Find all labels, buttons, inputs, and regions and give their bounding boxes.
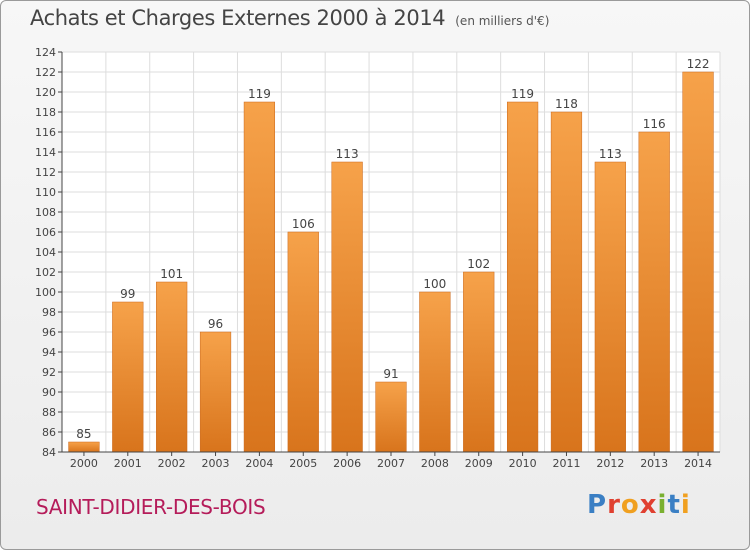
y-tick-label: 124 [35,46,56,59]
bar [243,101,276,453]
bar-value-label: 113 [336,147,359,161]
bar-value-label: 101 [160,267,183,281]
chart-title-block: Achats et Charges Externes 2000 à 2014 (e… [30,6,549,30]
y-tick-label: 112 [35,166,56,179]
x-tick-label: 2009 [465,457,493,470]
bar [68,441,100,453]
chart-title: Achats et Charges Externes 2000 à 2014 [30,6,446,30]
x-tick-label: 2007 [377,457,405,470]
y-tick-label: 90 [42,386,56,399]
x-tick-label: 2011 [552,457,580,470]
y-tick-label: 120 [35,86,56,99]
y-tick-label: 100 [35,286,56,299]
y-tick-label: 96 [42,326,56,339]
x-tick-label: 2008 [421,457,449,470]
y-tick-label: 84 [42,446,56,459]
bar [682,71,714,453]
chart-unit: (en milliers d'€) [455,14,550,28]
bar-value-label: 119 [248,87,271,101]
x-tick-label: 2010 [509,457,537,470]
bar-value-label: 119 [511,87,534,101]
bar [331,161,363,453]
bar-value-label: 85 [76,427,91,441]
bar [506,101,539,453]
bar [419,291,451,453]
y-tick-label: 86 [42,426,56,439]
x-tick-label: 2012 [596,457,624,470]
y-tick-label: 116 [35,126,56,139]
x-tick-label: 2014 [684,457,712,470]
bar-value-label: 99 [120,287,135,301]
x-tick-label: 2001 [114,457,142,470]
y-tick-label: 102 [35,266,56,279]
bar-value-label: 102 [467,257,490,271]
bar-layer: 85 99 101 96 119 106 113 91 100 102 119 118 113 116 12… [68,57,714,453]
bar-value-label: 100 [423,277,446,291]
y-tick-label: 106 [35,226,56,239]
y-tick-label: 114 [35,146,56,159]
bar-value-label: 106 [292,217,315,231]
y-tick-label: 88 [42,406,56,419]
bar [156,281,188,453]
bar-value-label: 118 [555,97,578,111]
y-tick-label: 122 [35,66,56,79]
bar [375,381,407,453]
bar-value-label: 116 [643,117,666,131]
x-tick-label: 2013 [640,457,668,470]
bar-value-label: 113 [599,147,622,161]
bar [287,231,319,453]
axis-layer: 84 86 88 90 92 94 96 98 100 102 104 106 108 110 112 114… [35,46,720,470]
y-tick-label: 104 [35,246,56,259]
bar-value-label: 91 [383,367,398,381]
y-tick-label: 92 [42,366,56,379]
bar [112,301,144,453]
x-tick-label: 2005 [289,457,317,470]
y-tick-label: 118 [35,106,56,119]
x-tick-label: 2003 [202,457,230,470]
bar-value-label: 122 [687,57,710,71]
y-tick-label: 98 [42,306,56,319]
bar [638,131,670,453]
commune-name: SAINT-DIDIER-DES-BOIS [36,495,266,519]
x-tick-label: 2006 [333,457,361,470]
x-tick-label: 2002 [158,457,186,470]
x-tick-label: 2004 [245,457,273,470]
proxiti-logo: Proxiti [587,490,691,520]
y-tick-label: 94 [42,346,56,359]
x-tick-label: 2000 [70,457,98,470]
bar [199,331,232,453]
y-tick-label: 108 [35,206,56,219]
bar [594,161,626,453]
y-tick-label: 110 [35,186,56,199]
bar [463,271,495,453]
bar-value-label: 96 [208,317,223,331]
bar [550,111,583,453]
